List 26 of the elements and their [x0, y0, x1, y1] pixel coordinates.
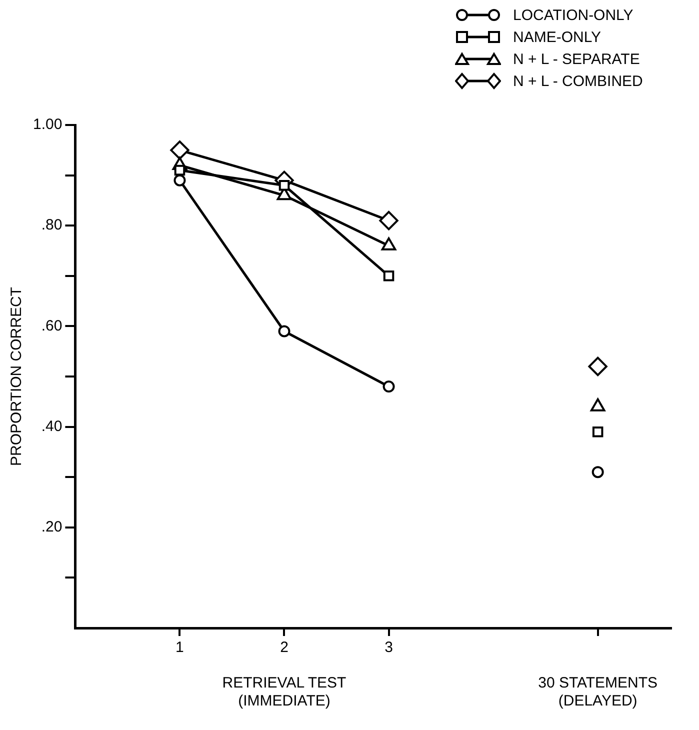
x-tick-label: 2 [280, 639, 288, 656]
point [588, 356, 608, 376]
y-tick-label: .60 [41, 317, 62, 334]
y-tick-label: .40 [41, 418, 62, 435]
y-tick-label: 1.00 [32, 116, 62, 134]
legend-label: N + L - SEPARATE [513, 50, 640, 68]
legend-label: N + L - COMBINED [513, 72, 643, 90]
legend-label: LOCATION-ONLY [513, 6, 634, 24]
text: 30 STATEMENTS (DELAYED) [538, 674, 658, 710]
x-tick-label: 1 [176, 639, 184, 656]
point [382, 380, 395, 393]
y-axis-title: PROPORTION CORRECT [8, 287, 26, 466]
text: RETRIEVAL TEST (IMMEDIATE) [222, 674, 346, 710]
point [278, 325, 290, 338]
point [383, 270, 394, 282]
point [174, 164, 186, 176]
point [592, 426, 604, 438]
point [278, 180, 290, 191]
point [592, 466, 604, 478]
point [174, 174, 186, 186]
legend-label: NAME-ONLY [513, 28, 602, 46]
y-tick-label: .20 [41, 518, 62, 536]
point [170, 140, 190, 160]
point [379, 210, 398, 230]
y-tick-label: .80 [41, 216, 62, 234]
x-tick-label: 3 [384, 639, 393, 656]
